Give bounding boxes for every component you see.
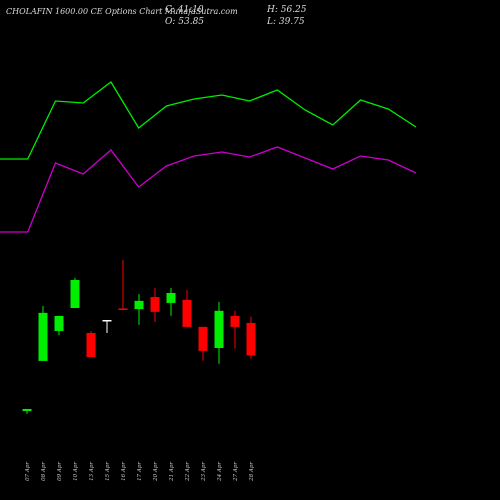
x-tick-label: 20 Apr [153,462,159,482]
info-low: L: 39.75 [266,17,305,27]
candle-body [102,319,112,322]
info-open: O: 53.85 [165,17,204,27]
x-tick-label: 09 Apr [57,462,63,481]
candle-body [246,322,256,356]
candle-body [54,315,64,331]
chart-title: CHOLAFIN 1600.00 CE Options Chart Munafa… [6,7,238,16]
candle-body [86,332,96,357]
x-tick-label: 15 Apr [105,462,111,481]
x-tick-label: 28 Apr [249,462,255,482]
candle-body [70,279,80,309]
x-tick-label: 08 Apr [41,462,47,481]
info-close: C: 41.10 [165,5,204,15]
candle-body [230,315,240,327]
x-tick-label: 27 Apr [233,462,239,482]
x-tick-label: 17 Apr [137,462,143,481]
x-tick-label: 23 Apr [201,462,207,482]
candle-body [134,300,144,310]
x-tick-label: 24 Apr [217,462,223,482]
candle-body [182,299,192,327]
candle-body [198,326,208,351]
indicator-line [0,146,417,233]
x-tick-label: 22 Apr [185,462,191,482]
x-tick-label: 16 Apr [121,462,127,481]
candle-body [22,408,32,412]
info-high: H: 56.25 [266,5,307,15]
indicator-line [0,81,417,160]
x-tick-label: 21 Apr [169,462,175,482]
candle-body [214,310,224,349]
x-tick-label: 13 Apr [89,462,95,481]
candle-body [150,297,160,312]
x-tick-label: 07 Apr [25,462,31,481]
candle-body [38,312,48,361]
candle-body [118,308,128,311]
x-tick-label: 10 Apr [73,462,79,481]
candle-body [166,292,176,303]
